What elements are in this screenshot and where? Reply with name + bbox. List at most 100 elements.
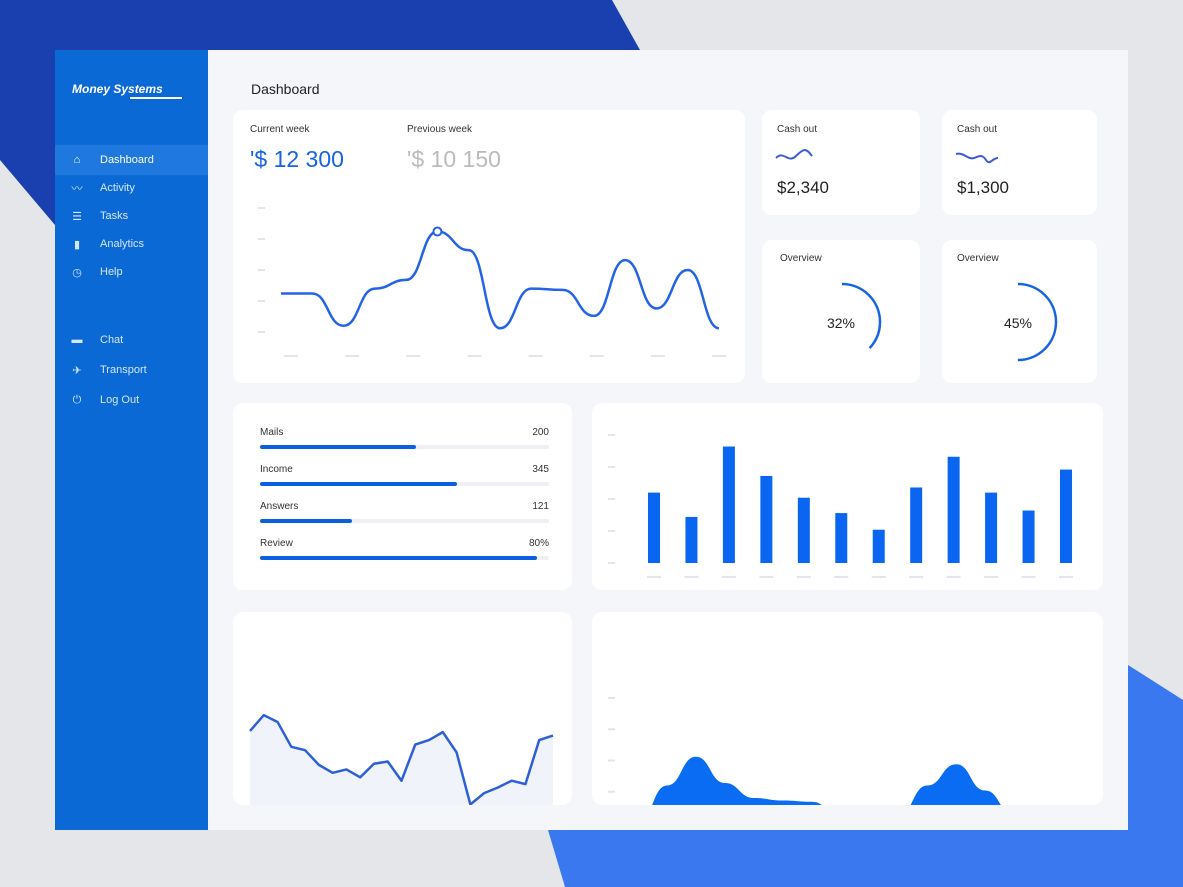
x-tick	[589, 355, 604, 357]
x-tick	[345, 355, 360, 357]
bar	[648, 492, 660, 563]
overview-card-1: Overview 32%	[762, 240, 920, 383]
power-icon: ⏻	[72, 393, 82, 406]
y-tick	[608, 728, 615, 731]
x-tick	[712, 355, 726, 357]
stat-progress-track	[260, 556, 549, 560]
logo: Money Systems	[72, 82, 163, 96]
sidebar-item-log-out[interactable]: ⏻ Log Out	[55, 385, 208, 415]
y-tick	[608, 790, 615, 793]
x-tick	[284, 355, 298, 357]
stat-value: 121	[532, 501, 549, 512]
sidebar: Money Systems ⌂ Dashboard 〰 Activity ☰ Tasks ▮…	[55, 50, 208, 830]
logo-underline	[130, 97, 182, 99]
x-tick	[684, 576, 699, 578]
bar	[760, 475, 773, 563]
x-tick	[650, 355, 665, 357]
stat-progress-fill	[260, 445, 417, 449]
overview-value: 45%	[1003, 315, 1033, 331]
line-chart-card	[233, 612, 572, 832]
cash-out-card-1: Cash out $2,340	[762, 110, 920, 215]
x-tick	[946, 576, 961, 578]
x-tick	[796, 576, 811, 578]
y-tick	[258, 269, 265, 271]
main-panel: Dashboard Current week '$ 12 300 Previou…	[208, 50, 1128, 836]
stat-progress-track	[260, 445, 549, 449]
cash-out-value: $2,340	[777, 178, 829, 197]
sidebar-item-label: Help	[100, 266, 123, 278]
home-icon: ⌂	[73, 154, 81, 166]
area-fill	[250, 715, 553, 818]
bar	[947, 456, 960, 563]
sidebar-item-transport[interactable]: ✈ Transport	[55, 355, 208, 385]
cash-out-label: Cash out	[957, 124, 998, 135]
area-chart	[608, 697, 1072, 836]
stats-card: Mails 200 Income 345 Answers 121 Review 80%	[233, 403, 572, 590]
bar	[1060, 469, 1072, 563]
plane-icon: ✈	[72, 364, 82, 377]
page-title: Dashboard	[251, 81, 320, 97]
stat-label: Review	[260, 538, 293, 549]
sidebar-item-tasks[interactable]: ☰ Tasks	[55, 201, 208, 231]
progress-arc	[802, 282, 882, 362]
sidebar-item-label: Tasks	[100, 210, 129, 222]
x-tick	[909, 576, 924, 578]
sidebar-item-help[interactable]: ◷ Help	[55, 257, 208, 287]
bar	[797, 497, 810, 563]
current-week-value: '$ 12 300	[250, 146, 344, 172]
cash-out-label: Cash out	[777, 124, 818, 135]
bar	[685, 516, 698, 563]
x-tick	[721, 576, 736, 578]
stat-label: Answers	[260, 501, 299, 512]
stat-row: Mails 200	[260, 427, 549, 457]
sidebar-item-chat[interactable]: ▬ Chat	[55, 325, 208, 355]
sidebar-item-label: Activity	[100, 182, 135, 194]
stat-progress-track	[260, 482, 549, 486]
stat-value: 80%	[528, 538, 549, 549]
x-tick	[1059, 576, 1073, 578]
previous-week-value: '$ 10 150	[407, 146, 501, 172]
sparkline	[775, 149, 813, 160]
x-tick	[467, 355, 482, 357]
y-tick	[608, 466, 615, 468]
stat-value: 345	[532, 464, 549, 475]
y-tick	[608, 530, 615, 532]
area-chart-card	[592, 612, 1103, 836]
cash-out-value: $1,300	[957, 178, 1009, 197]
cash-out-card-2: Cash out $1,300	[942, 110, 1097, 215]
y-tick	[608, 562, 615, 564]
highlight-point	[432, 226, 443, 237]
activity-icon: 〰	[71, 183, 83, 195]
series-line	[249, 713, 554, 806]
progress-arc	[978, 282, 1058, 362]
sidebar-item-dashboard[interactable]: ⌂ Dashboard	[55, 145, 208, 175]
stat-row: Income 345	[260, 464, 549, 494]
overview-value: 32%	[826, 315, 856, 331]
y-tick	[608, 697, 615, 699]
stat-progress-track	[260, 519, 549, 523]
x-tick	[528, 355, 543, 357]
stat-label: Income	[260, 464, 293, 475]
y-tick	[258, 331, 265, 333]
stat-label: Mails	[260, 427, 284, 438]
sidebar-item-label: Transport	[100, 364, 147, 376]
sidebar-item-label: Dashboard	[100, 154, 154, 166]
y-tick	[258, 300, 265, 302]
series-line	[281, 230, 720, 330]
y-tick	[258, 238, 265, 240]
x-tick	[759, 576, 774, 578]
analytics-icon: ▮	[73, 238, 81, 251]
weekly-card: Current week '$ 12 300 Previous week '$ …	[233, 110, 745, 383]
tasks-icon: ☰	[72, 210, 82, 223]
sidebar-item-label: Chat	[100, 334, 124, 346]
sidebar-item-analytics[interactable]: ▮ Analytics	[55, 229, 208, 259]
sidebar-item-activity[interactable]: 〰 Activity	[55, 173, 208, 203]
y-tick	[608, 434, 615, 436]
x-tick	[406, 355, 421, 357]
stat-value: 200	[532, 427, 549, 438]
x-tick	[871, 576, 886, 578]
x-tick	[984, 576, 999, 578]
current-week-label: Current week	[250, 124, 310, 135]
area-fill	[638, 756, 1072, 823]
stat-progress-fill	[260, 556, 538, 560]
